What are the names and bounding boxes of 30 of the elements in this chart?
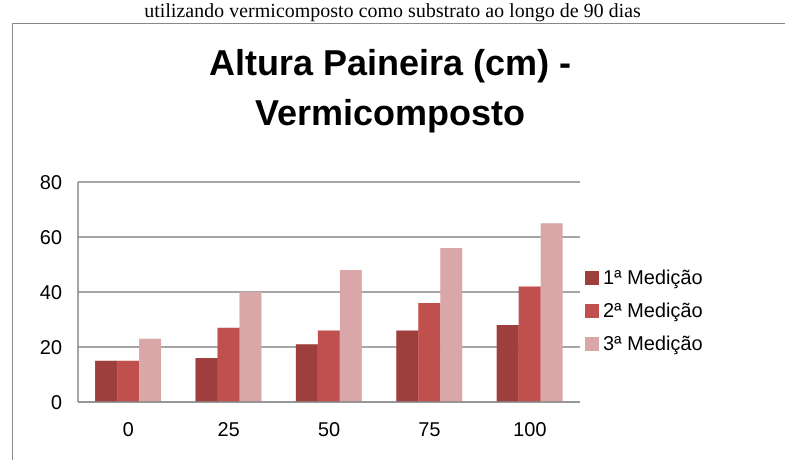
bar [95, 360, 118, 402]
bar [117, 360, 140, 402]
y-tick-label: 40 [40, 282, 62, 304]
chart-title: Altura Paineira (cm) - Vermicomposto [208, 41, 572, 135]
bar [139, 338, 162, 402]
x-tick-label: 0 [122, 419, 134, 442]
y-tick-label: 80 [40, 172, 62, 194]
bar [440, 248, 462, 402]
bar [195, 358, 218, 402]
bar [496, 325, 519, 402]
bar [217, 328, 240, 402]
bar [318, 330, 340, 402]
legend-label: 1ª Medição [603, 266, 703, 288]
y-tick-label: 60 [40, 227, 62, 250]
legend-label: 2ª Medição [603, 300, 703, 322]
bar [296, 344, 318, 402]
bar [340, 270, 362, 402]
y-tick-label: 20 [40, 337, 62, 360]
x-tick-label: 75 [418, 419, 441, 442]
bar [518, 286, 541, 402]
bar [418, 303, 440, 402]
x-tick-label: 100 [513, 419, 546, 442]
x-tick-label: 25 [217, 419, 240, 442]
y-tick-label: 0 [50, 392, 62, 414]
bar [396, 330, 418, 402]
bar [540, 223, 563, 402]
bar [239, 292, 262, 402]
legend-label: 3ª Medição [603, 332, 703, 354]
x-tick-label: 50 [318, 419, 340, 442]
text: utilizando vermicomposto como substrato ao longo de 90 dias [143, 0, 642, 22]
